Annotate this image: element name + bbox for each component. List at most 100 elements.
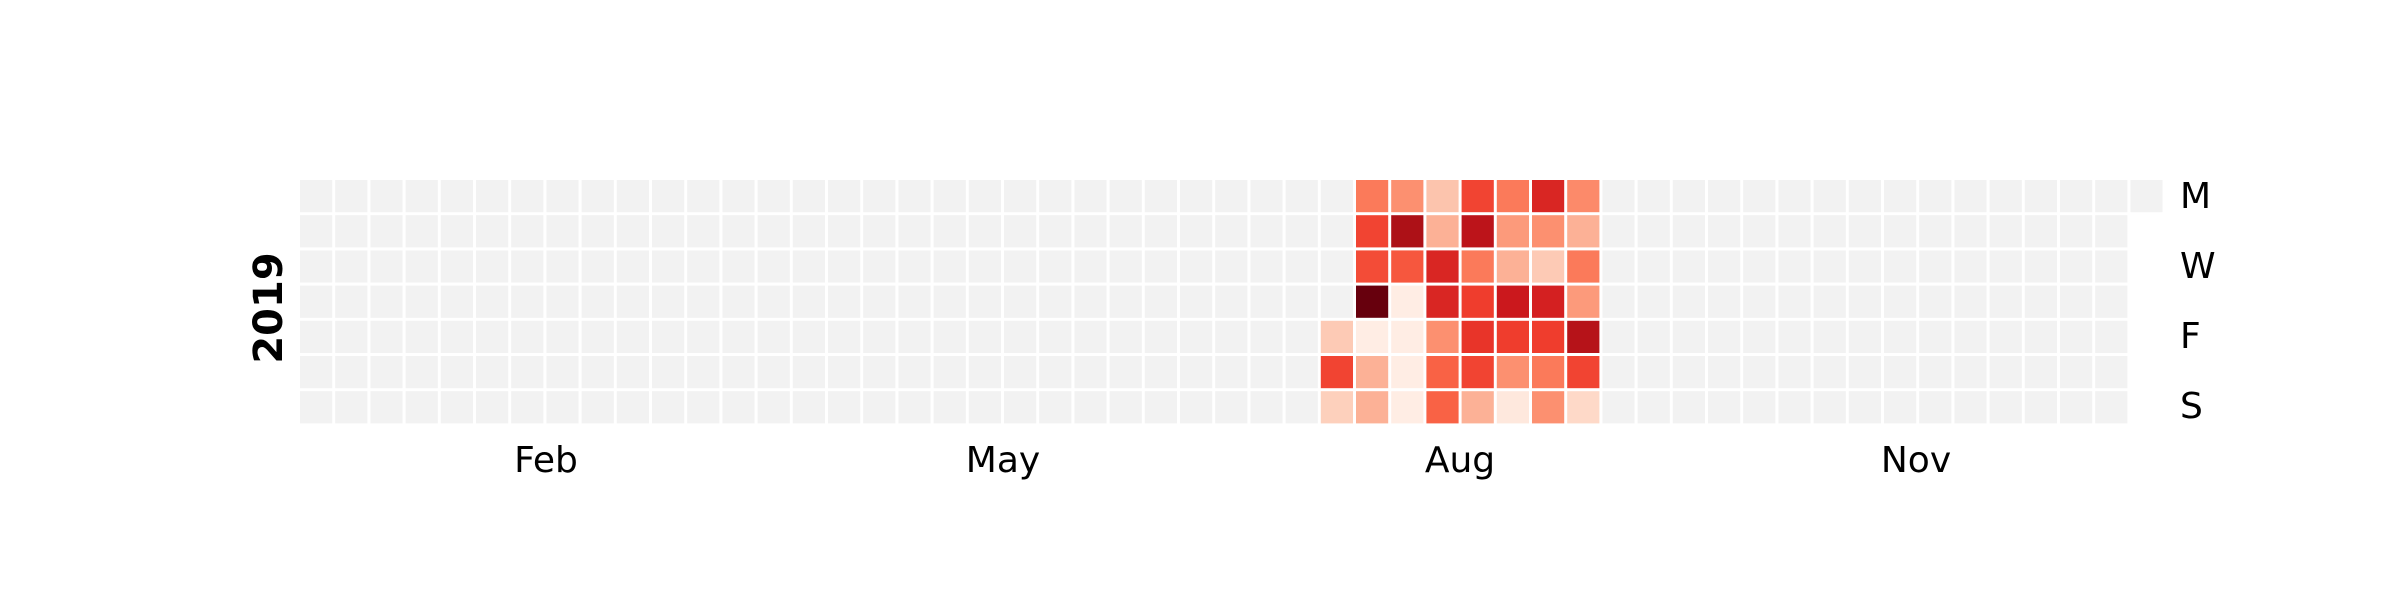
heatmap-cell-empty [1285, 285, 1318, 318]
heatmap-cell-empty [1919, 320, 1952, 353]
heatmap-cell-empty [1109, 320, 1142, 353]
heatmap-cell-empty [1215, 320, 1248, 353]
heatmap-cell-empty [1848, 215, 1881, 248]
heatmap-cell-empty [2095, 285, 2128, 318]
heatmap-cell-active [1567, 391, 1600, 424]
heatmap-cell-active [1391, 215, 1424, 248]
day-label-saturday: S [2180, 386, 2203, 427]
heatmap-cell-empty [1884, 215, 1917, 248]
heatmap-cell-empty [898, 320, 931, 353]
heatmap-cell-empty [828, 215, 861, 248]
heatmap-cell-empty [1884, 180, 1917, 213]
heatmap-cell-empty [1778, 320, 1811, 353]
heatmap-cell-empty [1285, 391, 1318, 424]
heatmap-cell-empty [687, 215, 720, 248]
heatmap-cell-empty [581, 285, 614, 318]
heatmap-cell-empty [476, 180, 509, 213]
heatmap-cell-empty [440, 250, 473, 283]
heatmap-cell-empty [1250, 356, 1283, 389]
heatmap-cell-active [1426, 356, 1459, 389]
heatmap-cell-empty [792, 180, 825, 213]
month-label-aug: Aug [1425, 440, 1495, 481]
heatmap-cell-empty [1778, 285, 1811, 318]
heatmap-cell-empty [1672, 215, 1705, 248]
heatmap-cell-empty [898, 391, 931, 424]
heatmap-cell-empty [1602, 180, 1635, 213]
heatmap-cell-empty [1848, 250, 1881, 283]
heatmap-cell-empty [898, 215, 931, 248]
heatmap-cell-active [1532, 356, 1565, 389]
heatmap-cell-active [1532, 215, 1565, 248]
heatmap-cell-empty [511, 285, 544, 318]
heatmap-cell-empty [405, 320, 438, 353]
heatmap-cell-empty [440, 285, 473, 318]
month-label-may: May [966, 440, 1040, 481]
heatmap-cell-empty [300, 180, 333, 213]
heatmap-cell-empty [652, 180, 685, 213]
heatmap-cell-empty [1743, 250, 1776, 283]
heatmap-cell-empty [1602, 320, 1635, 353]
heatmap-cell-empty [1708, 250, 1741, 283]
heatmap-cell-empty [863, 391, 896, 424]
heatmap-cell-empty [1989, 391, 2022, 424]
heatmap-cell-empty [1074, 180, 1107, 213]
heatmap-cell-empty [828, 320, 861, 353]
heatmap-cell-active [1496, 250, 1529, 283]
heatmap-cell-empty [1813, 285, 1846, 318]
heatmap-cell-empty [1074, 320, 1107, 353]
heatmap-cell-active [1356, 320, 1389, 353]
heatmap-cell-empty [511, 250, 544, 283]
heatmap-cell-empty [652, 356, 685, 389]
heatmap-cell-empty [2024, 356, 2057, 389]
heatmap-cell-empty [300, 391, 333, 424]
heatmap-cell-empty [792, 250, 825, 283]
heatmap-cell-empty [1180, 250, 1213, 283]
heatmap-cell-empty [1109, 391, 1142, 424]
heatmap-cell-empty [1144, 320, 1177, 353]
heatmap-cell-empty [2060, 215, 2093, 248]
heatmap-cell-empty [933, 250, 966, 283]
heatmap-cell-empty [722, 285, 755, 318]
heatmap-cell-empty [1250, 285, 1283, 318]
heatmap-cell-empty [1954, 250, 1987, 283]
heatmap-cell-empty [1813, 180, 1846, 213]
heatmap-cell-empty [1813, 356, 1846, 389]
heatmap-cell-empty [1778, 391, 1811, 424]
heatmap-cell-empty [1989, 180, 2022, 213]
heatmap-cell-empty [1109, 250, 1142, 283]
heatmap-cell-active [1567, 356, 1600, 389]
heatmap-cell-empty [1144, 180, 1177, 213]
heatmap-cell-empty [1180, 356, 1213, 389]
heatmap-cell-empty [652, 285, 685, 318]
heatmap-cell-empty [652, 391, 685, 424]
heatmap-cell-active [1320, 356, 1353, 389]
heatmap-cell-empty [1250, 180, 1283, 213]
heatmap-cell-empty [1039, 250, 1072, 283]
heatmap-cell-empty [511, 320, 544, 353]
heatmap-cell-empty [1215, 285, 1248, 318]
heatmap-cell-empty [335, 250, 368, 283]
heatmap-cell-empty [1109, 215, 1142, 248]
heatmap-cell-empty [1813, 250, 1846, 283]
heatmap-cell-empty [687, 356, 720, 389]
heatmap-cell-empty [1144, 285, 1177, 318]
heatmap-cell-empty [370, 285, 403, 318]
heatmap-cell-active [1320, 320, 1353, 353]
heatmap-cell-empty [1743, 320, 1776, 353]
day-label-wednesday: W [2180, 246, 2216, 287]
heatmap-cell-empty [898, 285, 931, 318]
heatmap-cell-empty [1039, 356, 1072, 389]
heatmap-cell-empty [1672, 356, 1705, 389]
heatmap-cell-empty [1884, 320, 1917, 353]
month-label-feb: Feb [514, 440, 578, 481]
heatmap-cell-empty [1039, 215, 1072, 248]
heatmap-cell-empty [687, 180, 720, 213]
heatmap-cell-active [1356, 180, 1389, 213]
heatmap-cell-empty [370, 391, 403, 424]
heatmap-cell-empty [2024, 285, 2057, 318]
heatmap-cell-active [1461, 391, 1494, 424]
heatmap-cell-empty [370, 180, 403, 213]
heatmap-cell-empty [1672, 180, 1705, 213]
heatmap-cell-empty [1250, 250, 1283, 283]
heatmap-cell-empty [1778, 356, 1811, 389]
